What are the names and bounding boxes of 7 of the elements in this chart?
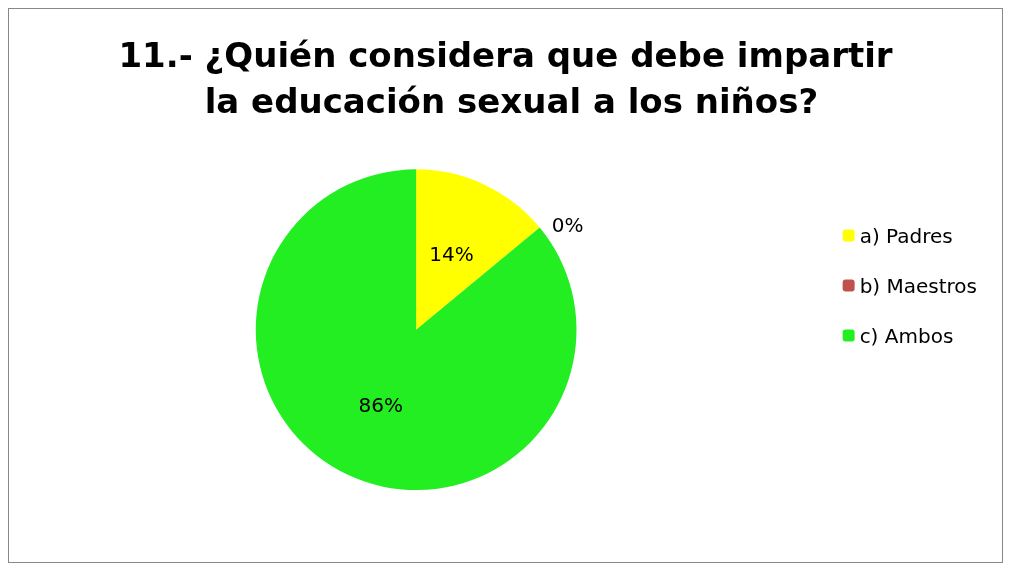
legend-label: c) Ambos (859, 323, 954, 348)
text: 0% (551, 212, 584, 237)
chart-title: 11.- ¿Quién considera que debe impartir la educación sexual a los niños? (118, 35, 893, 121)
data-label: 14% (429, 242, 474, 267)
legend-label: a) Padres (859, 223, 953, 248)
legend-label: b) Maestros (859, 273, 977, 298)
data-label: 86% (358, 393, 403, 418)
